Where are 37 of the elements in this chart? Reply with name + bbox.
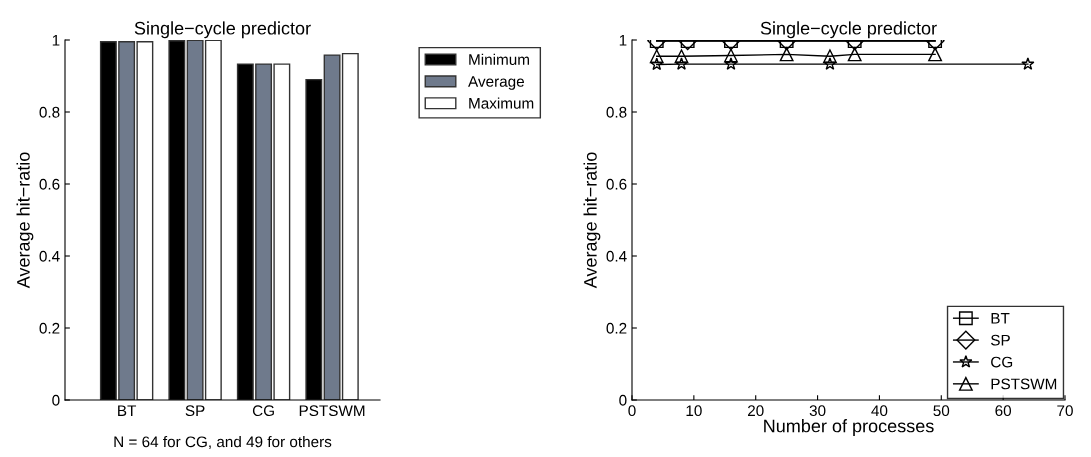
x-axis-title: Number of processes bbox=[764, 419, 934, 436]
legend-label: Minimum bbox=[469, 53, 529, 65]
legend-label: Maximum bbox=[469, 97, 534, 109]
y-tick-label: 0.8 bbox=[606, 106, 627, 118]
y-tick-label: 1 bbox=[52, 35, 60, 46]
legend-label: BT bbox=[991, 313, 1010, 324]
y-tick-label: 0.2 bbox=[606, 322, 627, 334]
y-tick-label: 0.8 bbox=[39, 106, 60, 118]
y-axis-title: Average hit−ratio bbox=[583, 152, 601, 289]
y-tick-label: 0.4 bbox=[606, 250, 627, 262]
x-tick-label: BT bbox=[118, 405, 137, 416]
y-tick-label: 1 bbox=[619, 35, 627, 46]
x-tick-label: 40 bbox=[871, 405, 888, 417]
y-tick-label: 0.4 bbox=[39, 250, 60, 262]
x-tick-label: PSTSWM bbox=[299, 405, 365, 417]
y-tick-label: 0.2 bbox=[39, 322, 60, 334]
x-tick-label: 10 bbox=[686, 405, 702, 417]
x-tick-label: 0 bbox=[628, 405, 636, 417]
x-tick-label: 60 bbox=[995, 405, 1012, 417]
x-tick-label: 70 bbox=[1057, 405, 1073, 417]
y-tick-label: 0.6 bbox=[606, 178, 627, 190]
x-tick-label: 30 bbox=[809, 405, 826, 417]
y-tick-label: 0 bbox=[52, 394, 60, 406]
legend-label: Average bbox=[468, 76, 524, 90]
x-tick-label: 20 bbox=[747, 405, 764, 417]
legend-label: CG bbox=[991, 356, 1013, 368]
legend-label: PSTSWM bbox=[991, 378, 1057, 390]
y-axis-title: Average hit−ratio bbox=[16, 152, 34, 289]
x-tick-label: CG bbox=[252, 405, 274, 417]
legend-label: SP bbox=[991, 334, 1010, 346]
x-tick-label: 50 bbox=[933, 405, 950, 417]
text: N = 64 for CG, and 49 for others bbox=[114, 436, 332, 450]
chart-title: Single−cycle predictor bbox=[760, 21, 937, 39]
y-tick-label: 0 bbox=[619, 394, 627, 406]
chart-title: Single−cycle predictor bbox=[134, 21, 311, 39]
y-tick-label: 0.6 bbox=[39, 178, 60, 190]
x-tick-label: SP bbox=[185, 405, 205, 417]
